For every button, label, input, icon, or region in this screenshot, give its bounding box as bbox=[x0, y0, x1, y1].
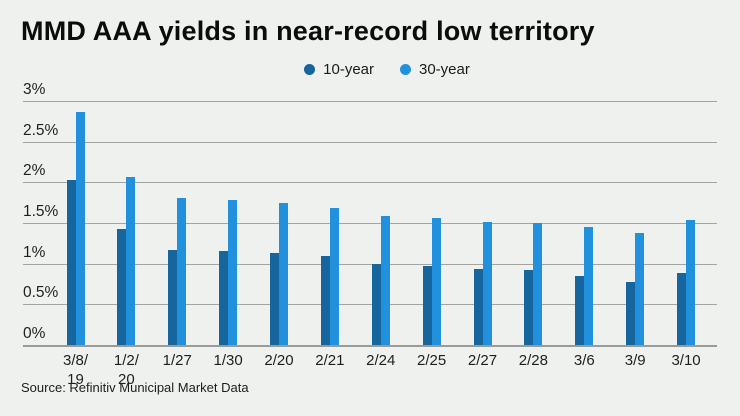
bar-10-year-1/2/20 bbox=[117, 228, 127, 345]
y-axis-tick-label: 0% bbox=[23, 325, 46, 342]
y-axis-tick-label: 1.5% bbox=[23, 202, 59, 220]
bar-10-year-3/8/19 bbox=[66, 179, 76, 345]
legend-label-10-year: 10-year bbox=[323, 61, 374, 78]
x-axis-tick-label-2/21: 2/21 bbox=[315, 352, 345, 369]
x-axis-tick-label-3/9: 3/9 bbox=[624, 352, 646, 369]
bar-10-year-2/25 bbox=[422, 266, 432, 345]
x-axis-tick-label-3/8/19: 3/8/19 bbox=[62, 352, 89, 388]
x-axis-tick-label-2/28: 2/28 bbox=[518, 352, 548, 369]
x-axis-tick-label-1/2/20: 1/2/20 bbox=[113, 352, 139, 388]
x-axis-tick-label-1/30: 1/30 bbox=[213, 352, 243, 369]
bar-30-year-2/24 bbox=[380, 215, 390, 345]
chart-title: MMD AAA yields in near-record low territ… bbox=[21, 16, 595, 46]
legend-label-30-year: 30-year bbox=[419, 61, 470, 78]
bar-30-year-3/9 bbox=[635, 232, 645, 345]
bar-30-year-3/10 bbox=[686, 220, 696, 345]
x-axis-tick-label-2/24: 2/24 bbox=[366, 352, 396, 369]
gridline-3% bbox=[23, 100, 717, 102]
y-axis-tick-label: 2.5% bbox=[23, 121, 59, 139]
legend-item-10-year: 10-year bbox=[304, 61, 374, 78]
bar-30-year-3/6 bbox=[584, 226, 594, 345]
legend-dot-30-year-icon bbox=[400, 64, 411, 75]
gridline-0.5% bbox=[23, 304, 717, 306]
bar-10-year-3/9 bbox=[626, 281, 636, 345]
gridline-1% bbox=[23, 263, 717, 265]
bar-30-year-3/8/19 bbox=[75, 112, 85, 345]
bar-30-year-2/21 bbox=[329, 208, 339, 345]
bar-30-year-1/27 bbox=[177, 197, 187, 345]
gridline-2.5% bbox=[23, 141, 717, 143]
x-axis-tick-label-3/6: 3/6 bbox=[573, 352, 595, 369]
y-axis-tick-label: 2% bbox=[23, 162, 46, 180]
bar-30-year-2/25 bbox=[431, 218, 441, 345]
bar-30-year-2/20 bbox=[279, 203, 289, 345]
legend-dot-10-year-icon bbox=[304, 64, 316, 75]
source-attribution: Source: Refinitiv Municipal Market Data bbox=[21, 380, 249, 395]
gridline-0% bbox=[23, 345, 717, 347]
bar-30-year-2/27 bbox=[482, 222, 492, 345]
legend-item-30-year: 30-year bbox=[400, 61, 470, 78]
chart-legend: 10-year 30-year bbox=[17, 61, 740, 78]
bar-10-year-1/30 bbox=[219, 251, 229, 345]
bar-10-year-2/24 bbox=[371, 263, 381, 345]
x-axis-tick-label-2/25: 2/25 bbox=[417, 352, 447, 369]
x-axis-tick-label-2/27: 2/27 bbox=[467, 352, 498, 369]
bar-30-year-2/28 bbox=[533, 222, 543, 345]
bar-10-year-2/27 bbox=[473, 269, 483, 345]
bar-10-year-3/6 bbox=[575, 275, 585, 345]
x-axis-tick-label-3/10: 3/10 bbox=[671, 352, 701, 369]
y-axis-tick-label: 1% bbox=[23, 243, 46, 261]
gridline-1.5% bbox=[23, 222, 717, 224]
gridline-2% bbox=[23, 182, 717, 184]
bar-10-year-3/10 bbox=[677, 272, 687, 345]
bar-30-year-1/2/20 bbox=[126, 177, 136, 345]
bar-10-year-2/20 bbox=[270, 253, 280, 345]
bar-10-year-2/21 bbox=[320, 256, 330, 345]
y-axis-tick-label: 0.5% bbox=[23, 284, 59, 302]
bar-30-year-1/30 bbox=[228, 200, 238, 345]
bar-10-year-2/28 bbox=[524, 270, 534, 345]
bar-10-year-1/27 bbox=[168, 249, 178, 345]
x-axis-tick-label-1/27: 1/27 bbox=[162, 352, 192, 369]
y-axis-tick-label: 3% bbox=[23, 80, 46, 98]
x-axis-tick-label-2/20: 2/20 bbox=[264, 352, 294, 369]
